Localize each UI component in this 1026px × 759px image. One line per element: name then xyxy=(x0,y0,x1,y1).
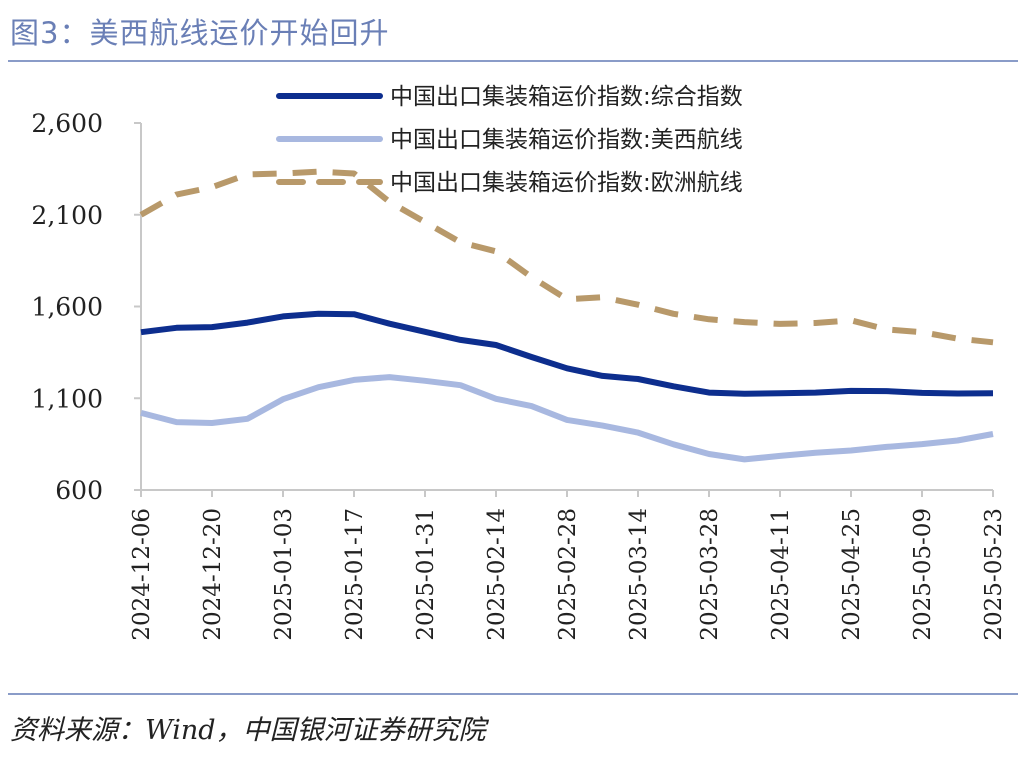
series-line-1 xyxy=(140,310,994,397)
legend-label-3: 中国出口集装箱运价指数:欧洲航线 xyxy=(390,170,743,196)
x-tick-label: 2025-01-17 xyxy=(342,508,368,641)
figure-title: 图3：美西航线运价开始回升 xyxy=(10,16,390,50)
source-note: 资料来源：Wind，中国银河证券研究院 xyxy=(10,715,486,746)
series-line-2 xyxy=(140,374,994,463)
x-tick-label: 2025-01-31 xyxy=(413,508,439,641)
series-group xyxy=(139,168,994,463)
x-tick-label: 2025-05-23 xyxy=(981,508,1007,641)
x-tick-label: 2025-01-03 xyxy=(271,508,297,641)
x-tick-label: 2025-02-28 xyxy=(555,508,581,641)
x-tick-label: 2024-12-20 xyxy=(200,508,226,641)
legend-label-2: 中国出口集装箱运价指数:美西航线 xyxy=(390,127,743,153)
y-axis: 600 1,100 1,600 2,100 2,600 xyxy=(31,109,142,505)
x-tick-label: 2024-12-06 xyxy=(129,508,155,641)
x-tick-label: 2025-03-28 xyxy=(697,508,723,641)
y-tick-label: 2,600 xyxy=(31,109,103,138)
x-tick-label: 2025-04-11 xyxy=(768,508,794,641)
x-tick-label: 2025-02-14 xyxy=(484,508,510,641)
y-tick-label: 1,600 xyxy=(31,293,103,322)
y-tick-label: 1,100 xyxy=(31,384,103,413)
y-tick-label: 2,100 xyxy=(31,201,103,230)
x-tick-label: 2025-03-14 xyxy=(626,508,652,641)
x-tick-label: 2025-05-09 xyxy=(910,508,936,641)
x-tick-label: 2025-04-25 xyxy=(839,508,865,641)
legend-label-1: 中国出口集装箱运价指数:综合指数 xyxy=(390,84,743,110)
legend: 中国出口集装箱运价指数:综合指数中国出口集装箱运价指数:美西航线中国出口集装箱运… xyxy=(276,84,743,196)
x-axis: 2024-12-06 2024-12-20 2025-01-03 2025-01-17… xyxy=(129,489,1007,641)
y-tick-label: 600 xyxy=(55,476,103,505)
top-rule xyxy=(8,60,1018,62)
bottom-rule xyxy=(8,693,1018,695)
